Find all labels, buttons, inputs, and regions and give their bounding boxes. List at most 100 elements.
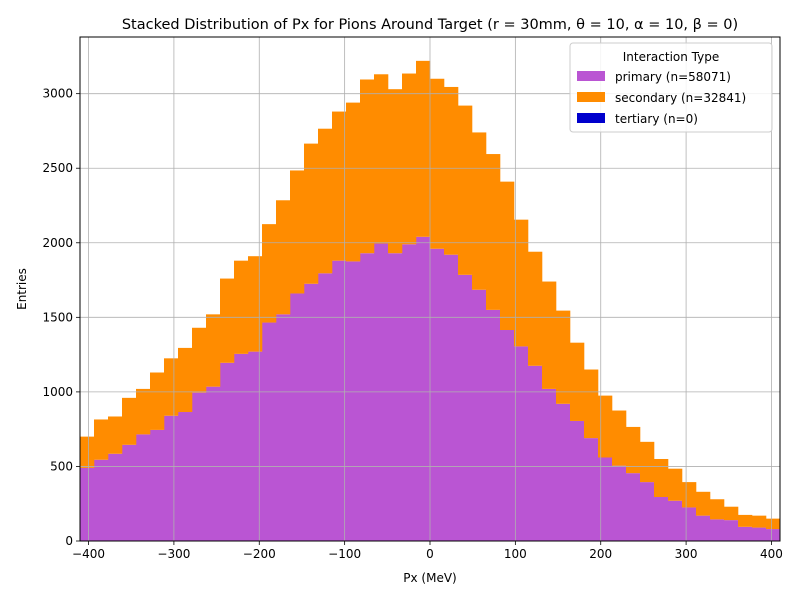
bar-1-43: [682, 482, 697, 508]
legend-label-0: primary (n=58071): [615, 70, 731, 84]
bar-1-28: [472, 132, 487, 290]
legend-label-1: secondary (n=32841): [615, 91, 746, 105]
legend-swatch-1: [577, 92, 605, 102]
chart-title: Stacked Distribution of Px for Pions Aro…: [122, 17, 738, 33]
y-tick-label: 500: [50, 459, 73, 473]
bar-0-0: [80, 467, 95, 541]
bar-1-18: [332, 111, 347, 261]
bar-1-31: [514, 219, 529, 347]
bar-1-5: [150, 372, 165, 430]
y-tick-label: 1500: [42, 310, 73, 324]
bar-1-3: [122, 397, 137, 445]
bar-1-23: [402, 73, 417, 245]
x-tick-label: 100: [504, 547, 527, 561]
bar-1-39: [626, 426, 641, 474]
bar-0-1: [94, 459, 109, 541]
bar-0-27: [458, 274, 473, 541]
bar-1-15: [290, 170, 305, 294]
bar-1-20: [360, 79, 375, 254]
bar-0-5: [150, 429, 165, 541]
bar-0-38: [612, 465, 627, 541]
bar-0-12: [248, 351, 263, 541]
bar-0-32: [528, 365, 543, 541]
bar-1-46: [724, 506, 739, 521]
legend-swatch-2: [577, 113, 605, 123]
bar-0-29: [486, 309, 501, 541]
bar-1-24: [416, 60, 431, 237]
bar-0-9: [206, 386, 221, 541]
x-tick-label: −200: [243, 547, 276, 561]
bar-0-17: [318, 273, 333, 541]
x-tick-label: 400: [760, 547, 783, 561]
bar-1-19: [346, 102, 361, 262]
bar-1-14: [276, 200, 291, 315]
bar-0-13: [262, 322, 277, 541]
bar-1-34: [556, 310, 571, 404]
y-tick-label: 2500: [42, 161, 73, 175]
bar-0-25: [430, 248, 445, 542]
legend-box: [569, 42, 773, 133]
x-tick-label: 200: [589, 547, 612, 561]
bar-1-11: [234, 260, 249, 354]
bar-1-9: [206, 314, 221, 387]
bar-1-10: [220, 278, 235, 363]
bar-0-46: [724, 520, 739, 541]
y-tick-label: 2000: [42, 236, 73, 250]
bar-0-28: [472, 289, 487, 541]
x-tick-label: −300: [157, 547, 190, 561]
x-tick-label: −400: [72, 547, 105, 561]
bar-0-33: [542, 388, 557, 541]
bar-1-12: [248, 256, 263, 352]
bar-1-30: [500, 181, 515, 331]
bar-0-20: [360, 253, 375, 541]
bar-1-6: [164, 358, 179, 416]
bar-1-38: [612, 410, 627, 466]
bar-1-37: [598, 395, 613, 458]
bar-0-2: [108, 453, 123, 541]
bar-1-7: [178, 347, 193, 413]
bar-1-32: [528, 251, 543, 366]
bar-0-45: [710, 519, 725, 541]
bar-1-0: [80, 436, 95, 468]
bar-0-42: [668, 500, 683, 541]
bar-0-43: [682, 507, 697, 541]
bars: [80, 60, 781, 542]
bar-1-8: [192, 327, 207, 393]
bar-0-11: [234, 353, 249, 541]
bar-0-24: [416, 236, 431, 541]
x-axis: −400 −300 −200 −100 0 100 200 300 400: [72, 541, 783, 561]
legend: Interaction Type primary (n=58071) seconda…: [569, 42, 773, 133]
x-tick-label: −100: [328, 547, 361, 561]
bar-1-44: [696, 491, 711, 516]
bar-1-26: [444, 86, 459, 255]
bar-1-49: [766, 518, 781, 530]
bar-0-31: [514, 346, 529, 541]
bar-0-26: [444, 254, 459, 541]
bar-0-4: [136, 434, 151, 541]
series-1: [80, 60, 781, 530]
bar-1-33: [542, 281, 557, 389]
bar-0-47: [738, 526, 753, 541]
bar-1-47: [738, 514, 753, 527]
bar-0-34: [556, 403, 571, 541]
bar-1-1: [94, 419, 109, 460]
bar-0-6: [164, 415, 179, 541]
bar-1-48: [752, 515, 767, 528]
bar-1-29: [486, 154, 501, 310]
y-tick-label: 0: [65, 534, 73, 548]
bar-0-19: [346, 261, 361, 541]
bar-0-36: [584, 438, 599, 541]
y-tick-label: 3000: [42, 87, 73, 101]
bar-0-23: [402, 244, 417, 541]
bar-0-35: [570, 420, 585, 541]
bar-1-4: [136, 388, 151, 435]
bar-1-35: [570, 342, 585, 421]
bar-1-22: [388, 89, 403, 254]
bar-1-25: [430, 78, 445, 249]
bar-0-3: [122, 444, 137, 541]
y-tick-label: 1000: [42, 385, 73, 399]
x-tick-label: 300: [675, 547, 698, 561]
bar-0-37: [598, 457, 613, 541]
bar-1-42: [668, 468, 683, 501]
bar-0-7: [178, 412, 193, 541]
